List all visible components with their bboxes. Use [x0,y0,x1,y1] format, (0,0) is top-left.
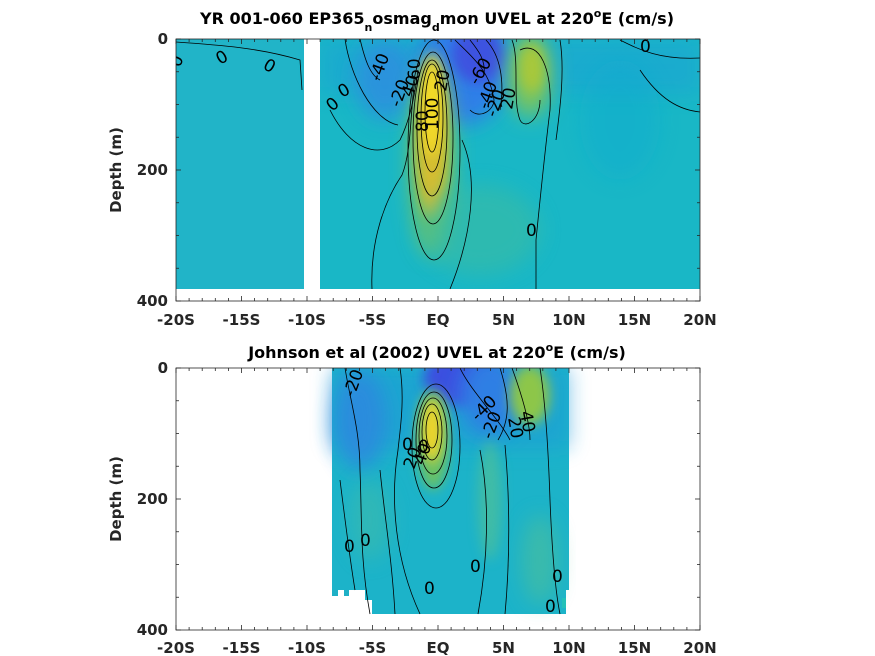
contour-label: 0 [470,557,481,577]
axes-panel-2: -20S -15S -10S -5S EQ 5N 10N 15N 20N 0 2… [107,359,717,656]
contour-label: 0 [402,435,413,455]
x-tick-label: 5N [492,311,515,329]
x-tick-label: 15N [618,311,651,329]
contour-label: 0 [545,597,556,617]
contour-label: 0 [344,537,355,557]
x-tick-label: EQ [427,639,450,656]
panel-1: YR 001-060 EP365nosmagdmon UVEL at 220oE… [107,7,717,329]
contour-label: 0 [640,37,651,57]
heatmap-panel-1: 0 0 0 0 0 -40 -20 -60 -40 -20 20 20 40 6… [176,37,700,301]
contour-label: 0 [360,531,371,551]
contour-label: 0 [418,437,429,457]
x-tick-label: -15S [223,311,261,329]
y-axis-label: Depth (m) [107,456,125,542]
heatmap-panel-2: -20 -40 -20 40 20 0 20 40 0 0 0 0 0 0 0 [332,368,569,617]
contour-label: 0 [552,567,563,587]
x-tick-label: -5S [359,311,386,329]
contour-label: 20 [497,86,520,111]
contour-label: 40 [515,409,538,434]
y-tick-label: 200 [137,490,168,508]
y-tick-label: 400 [137,621,168,639]
x-tick-label: -15S [223,639,261,656]
y-axis-label: Depth (m) [107,127,125,213]
y-tick-label: 0 [158,30,168,48]
axes-panel-1: -20S -15S -10S -5S EQ 5N 10N 15N 20N 0 2… [107,30,717,329]
contour-label: 80 [413,110,433,132]
contour-label: 20 [503,415,526,440]
title-panel-2: Johnson et al (2002) UVEL at 220oE (cm/s… [247,341,626,362]
y-tick-label: 200 [137,161,168,179]
x-tick-label: 5N [492,639,515,656]
contour-label: 0 [424,579,435,599]
contour-label: 60 [405,58,425,80]
y-tick-label: 0 [158,359,168,377]
x-tick-label: -10S [288,311,326,329]
x-tick-label: 10N [552,311,585,329]
x-tick-label: -20S [157,311,195,329]
y-tick-label: 400 [137,292,168,310]
panel-2: Johnson et al (2002) UVEL at 220oE (cm/s… [107,341,717,656]
contour-label: 20 [431,68,454,93]
x-tick-label: -20S [157,639,195,656]
contour-label: 100 [423,98,443,130]
x-tick-label: 20N [683,311,716,329]
x-tick-label: EQ [427,311,450,329]
contour-label: 0 [526,221,537,241]
x-tick-label: 10N [552,639,585,656]
x-tick-label: -10S [288,639,326,656]
title-panel-1: YR 001-060 EP365nosmagdmon UVEL at 220oE… [199,7,674,34]
x-tick-label: -5S [359,639,386,656]
x-tick-label: 20N [683,639,716,656]
x-tick-label: 15N [618,639,651,656]
